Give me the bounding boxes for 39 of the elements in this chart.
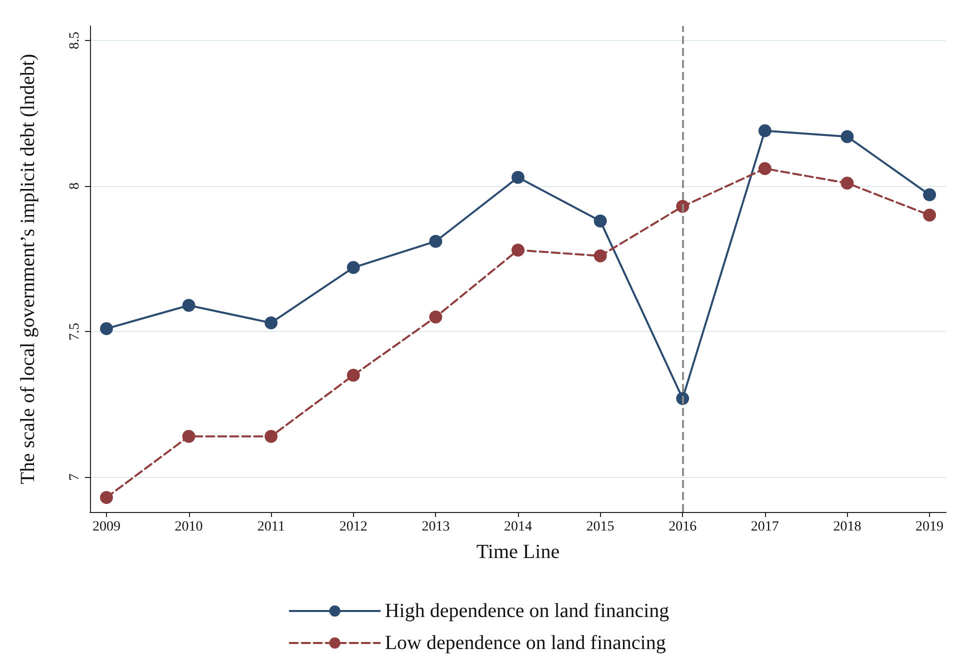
point [429, 310, 442, 324]
x-tick-label: 2015 [586, 520, 614, 534]
point [758, 162, 772, 176]
x-tick-label: 2009 [92, 520, 120, 534]
point [923, 188, 936, 202]
point [182, 430, 196, 443]
y-axis-title: The scale of local government’s implicit debt (lndebt) [17, 54, 39, 484]
point [594, 214, 607, 228]
x-tick-label: 2016 [668, 520, 697, 534]
point [429, 234, 442, 248]
point [512, 170, 524, 184]
point [346, 368, 360, 382]
point [100, 490, 113, 504]
x-axis-title: Time Line [476, 541, 560, 563]
point [346, 261, 360, 274]
x-tick-label: 2013 [422, 520, 450, 534]
x-tick-label: 2017 [750, 520, 779, 534]
legend-label: Low dependence on land financing [384, 632, 666, 654]
x-tick-label: 2012 [339, 520, 368, 534]
y-tick-label: 8.5 [68, 32, 82, 50]
x-tick-label: 2019 [916, 520, 944, 534]
y-tick-label: 8 [68, 182, 82, 190]
x-tick-label: 2018 [833, 520, 862, 534]
x-tick-label: 2011 [257, 520, 285, 534]
point [594, 249, 607, 262]
point [512, 244, 524, 257]
point [264, 316, 278, 330]
point [840, 130, 854, 144]
point [264, 430, 278, 443]
point [923, 208, 936, 222]
y-tick-label: 7 [68, 474, 82, 481]
point [100, 322, 113, 336]
point [840, 176, 854, 190]
x-tick-label: 2014 [504, 520, 532, 534]
point [182, 298, 196, 312]
legend-label: High dependence on land financing [384, 600, 670, 622]
x-tick-label: 2010 [174, 520, 203, 534]
y-tick-label: 7.5 [68, 322, 82, 340]
point [758, 124, 772, 138]
